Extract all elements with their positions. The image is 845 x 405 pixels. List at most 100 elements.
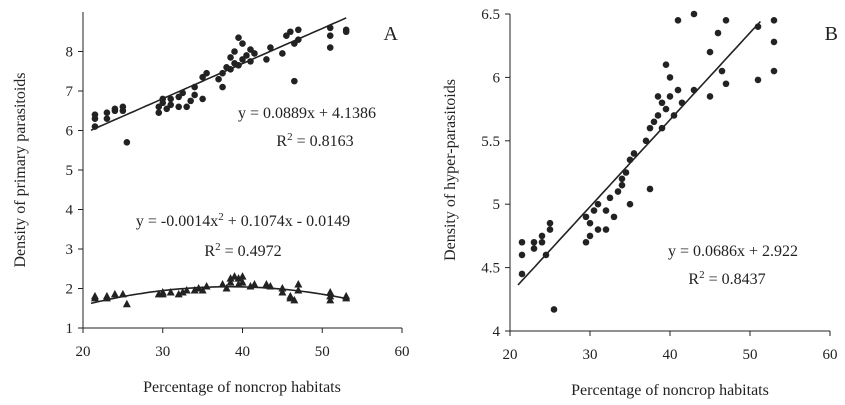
circle-point [602,207,610,214]
circle-point [518,270,526,278]
circle-point [666,93,674,100]
circle-point [654,112,662,119]
circle-point [690,10,698,18]
circle-point [542,251,550,259]
y-tick-label: 6 [493,70,501,86]
axis-ticks: 20 30 40 50 60 1 2 3 4 5 6 7 8 [66,45,410,361]
circle-point [670,112,678,119]
circle-point [530,238,538,246]
circle-point [678,99,686,107]
circle-point [646,124,654,132]
triangle-point [198,285,207,294]
y-tick-label: 5.5 [481,134,500,150]
circle-point [227,65,234,73]
circle-point [674,17,682,24]
circle-point [191,83,198,91]
circle-point [227,54,234,61]
triangle-point [174,289,183,298]
circle-point [111,105,119,113]
circle-point [123,139,131,146]
fit-r2-linear: R2 = 0.8163 [276,131,353,150]
circle-point [191,91,198,99]
y-axis-label: Density of primary parasitoids [12,72,29,267]
circle-point [650,118,658,126]
x-tick-label: 60 [823,347,838,363]
triangle-point [122,299,131,308]
triangle-point [226,278,235,286]
triangle-point [226,274,235,282]
x-tick-label: 20 [503,347,518,363]
circle-point [215,75,222,83]
fit-lines [90,17,347,305]
circle-point [538,232,546,240]
chart-panel-a: A Percentage of noncrop habitats Density… [12,12,410,396]
circle-point [291,77,298,85]
circle-point [263,56,270,63]
circle-point [722,17,730,24]
circle-point [183,103,190,111]
circle-point [590,207,598,214]
circle-point [618,175,626,183]
circle-point [550,306,558,313]
y-tick-label: 5 [493,197,501,213]
circle-point [167,101,175,109]
triangle-point [178,287,187,296]
circle-point [646,185,654,193]
triangle-point [182,285,191,294]
circle-point [326,32,334,39]
circle-point [714,29,722,37]
circle-point [602,226,610,233]
circle-point [626,200,634,208]
triangle-point [342,291,351,300]
circle-point [199,95,206,103]
triangle-point [294,280,303,288]
circle-point [231,48,238,55]
y-tick-label: 5 [66,163,74,179]
circle-point [91,123,99,130]
fit-line-linear [517,20,761,286]
circle-point [706,93,714,100]
x-axis-label: Percentage of noncrop habitats [571,382,769,399]
circle-point [203,69,210,77]
triangle-point [234,274,243,282]
circle-point [267,44,274,51]
triangle-point [266,282,275,290]
circle-point [103,109,111,117]
triangle-point [166,287,175,296]
x-tick-label: 60 [395,344,410,360]
x-tick-label: 30 [583,347,598,363]
circle-point [622,169,630,176]
circle-point [326,44,334,51]
y-tick-label: 3 [66,242,74,258]
fit-lines [517,20,761,286]
circle-point [546,226,554,233]
circle-point [770,17,778,24]
circle-point [179,89,186,97]
x-axis-label: Percentage of noncrop habitats [143,379,341,396]
axis-ticks: 20 30 40 50 60 4 4.5 5 5.5 6 6.5 [481,7,837,363]
circle-point [626,156,634,164]
fit-line-quadratic [90,285,347,305]
y-tick-label: 4 [493,324,501,340]
y-tick-label: 2 [66,282,74,298]
circle-point [518,251,526,259]
circle-point [326,24,334,32]
y-axis-label: Density of hyper-parasitoids [442,79,459,261]
circle-point [722,80,730,88]
fit-equation-linear: y = 0.0686x + 2.922 [668,243,798,260]
y-tick-label: 6 [66,124,74,140]
circle-point [235,62,242,69]
data-points [518,10,778,313]
x-tick-label: 50 [743,347,758,363]
circle-point [630,150,638,157]
circle-point [582,238,590,246]
circle-point [666,74,674,81]
circle-point [279,50,286,57]
triangle-point [222,284,231,292]
triangle-point [202,282,211,290]
panel-label: B [825,23,838,45]
circle-point [103,115,111,122]
triangle-point [90,291,99,300]
circle-point [235,34,242,41]
